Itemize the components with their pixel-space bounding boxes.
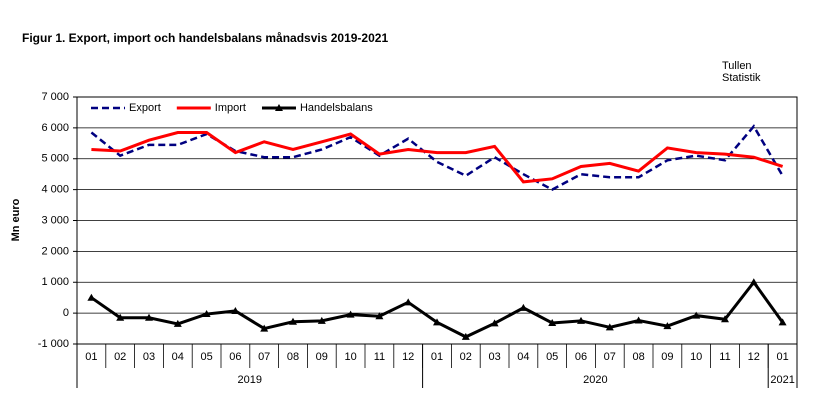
y-tick-label: 1 000 xyxy=(41,276,69,288)
marker xyxy=(346,310,355,318)
marker xyxy=(519,303,528,311)
marker xyxy=(605,323,614,331)
x-tick-label: 11 xyxy=(719,351,730,363)
y-tick-label: 6 000 xyxy=(41,122,69,134)
marker xyxy=(116,313,125,321)
marker xyxy=(317,316,326,324)
y-tick-label: 0 xyxy=(63,307,69,319)
group-label: 2020 xyxy=(583,374,607,386)
x-tick-label: 07 xyxy=(604,351,616,363)
group-label: 2019 xyxy=(238,374,262,386)
marker xyxy=(375,312,384,320)
x-tick-label: 04 xyxy=(172,351,184,363)
y-tick-label: 3 000 xyxy=(41,214,69,226)
marker xyxy=(461,332,470,340)
marker xyxy=(173,319,182,327)
marker xyxy=(433,318,441,326)
plot-border xyxy=(76,96,798,345)
legend-label: Import xyxy=(215,102,246,114)
x-tick-label: 05 xyxy=(200,351,212,363)
x-tick-label: 03 xyxy=(488,351,500,363)
chart-title: Figur 1. Export, import och handelsbalan… xyxy=(22,31,388,45)
marker xyxy=(231,306,240,314)
x-tick-label: 12 xyxy=(402,351,414,363)
marker xyxy=(749,278,758,286)
x-tick-label: 01 xyxy=(85,351,97,363)
x-tick-label: 08 xyxy=(632,351,644,363)
x-tick-label: 01 xyxy=(776,351,788,363)
group-label: 2021 xyxy=(770,374,794,386)
marker xyxy=(634,316,643,324)
series-line xyxy=(91,131,784,184)
marker xyxy=(577,316,585,324)
y-tick-label: 5 000 xyxy=(41,153,69,165)
y-axis-label: Mn euro xyxy=(10,198,22,241)
legend-marker xyxy=(274,104,283,111)
marker xyxy=(260,324,269,332)
x-tick-label: 07 xyxy=(258,351,270,363)
marker xyxy=(404,298,413,306)
y-tick-label: -1 000 xyxy=(38,338,69,350)
x-tick-label: 01 xyxy=(431,351,443,363)
x-tick-label: 02 xyxy=(114,351,126,363)
series-line xyxy=(90,279,784,339)
x-tick-label: 06 xyxy=(229,351,241,363)
marker xyxy=(145,313,153,321)
marker xyxy=(490,319,499,327)
marker xyxy=(778,318,787,326)
marker xyxy=(289,317,297,325)
y-tick-label: 4 000 xyxy=(41,184,69,196)
legend-label: Export xyxy=(129,102,161,114)
x-tick-label: 04 xyxy=(517,351,529,363)
marker xyxy=(202,310,211,318)
marker xyxy=(663,322,672,330)
marker xyxy=(548,319,557,327)
marker xyxy=(87,293,96,301)
x-tick-label: 05 xyxy=(546,351,558,363)
legend-label: Handelsbalans xyxy=(300,102,373,114)
x-tick-label: 02 xyxy=(460,351,472,363)
series-line xyxy=(90,124,784,192)
source: Statistik xyxy=(722,72,761,84)
marker xyxy=(721,315,729,323)
y-tick-label: 2 000 xyxy=(41,245,69,257)
x-tick-label: 08 xyxy=(287,351,299,363)
x-tick-label: 09 xyxy=(316,351,328,363)
x-tick-label: 11 xyxy=(374,351,385,363)
y-tick-label: 7 000 xyxy=(41,91,69,103)
x-tick-label: 12 xyxy=(748,351,760,363)
x-tick-label: 06 xyxy=(575,351,587,363)
x-tick-label: 10 xyxy=(690,351,702,363)
marker xyxy=(692,311,701,319)
x-tick-label: 10 xyxy=(344,351,356,363)
x-tick-label: 09 xyxy=(661,351,673,363)
x-tick-label: 03 xyxy=(143,351,155,363)
source: Tullen xyxy=(722,60,752,72)
